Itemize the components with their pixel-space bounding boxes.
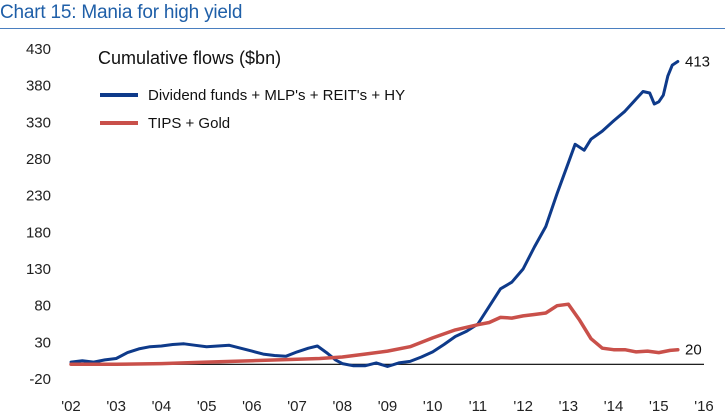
- x-tick-label: '04: [152, 398, 172, 415]
- x-tick-label: '05: [197, 398, 217, 415]
- end-labels: 413 20: [685, 53, 710, 358]
- x-axis-ticks: '02 '03 '04 '05 '06 '07 '08 '09 '10 '11 '12 '13 '14 '…: [61, 398, 714, 415]
- x-tick-label: '13: [559, 398, 579, 415]
- chart-header: Chart 15: Mania for high yield: [0, 0, 725, 29]
- chart-title: Chart 15: Mania for high yield: [0, 2, 243, 23]
- series-line-1: [69, 302, 680, 367]
- series-line-0: [69, 60, 680, 368]
- y-tick-label: 430: [26, 41, 51, 58]
- y-tick-label: 130: [26, 261, 51, 278]
- title-rule: [0, 28, 725, 29]
- end-label-0: 413: [685, 53, 710, 70]
- legend-label-1: TIPS + Gold: [148, 115, 230, 132]
- x-tick-label: '12: [513, 398, 533, 415]
- y-tick-label: 280: [26, 151, 51, 168]
- series-lines: [69, 60, 680, 368]
- x-tick-label: '10: [423, 398, 443, 415]
- y-tick-label: 80: [34, 298, 51, 315]
- y-tick-label: 380: [26, 78, 51, 95]
- chart-inner-title: Cumulative flows ($bn): [98, 48, 281, 68]
- y-tick-label: 330: [26, 114, 51, 131]
- x-tick-label: '15: [649, 398, 669, 415]
- end-label-1: 20: [685, 342, 702, 359]
- y-tick-label: 230: [26, 188, 51, 205]
- y-axis-ticks: 430 380 330 280 230 180 130 80 30 -20: [26, 41, 51, 388]
- x-tick-label: '16: [694, 398, 714, 415]
- x-tick-label: '06: [242, 398, 262, 415]
- x-tick-label: '08: [333, 398, 353, 415]
- legend: Dividend funds + MLP's + REIT's + HY TIPS…: [100, 87, 405, 132]
- legend-label-0: Dividend funds + MLP's + REIT's + HY: [148, 87, 405, 104]
- x-tick-label: '07: [287, 398, 307, 415]
- x-tick-label: '14: [604, 398, 624, 415]
- y-tick-label: 180: [26, 224, 51, 241]
- x-tick-label: '11: [469, 398, 487, 415]
- y-tick-label: -20: [29, 371, 51, 388]
- y-tick-label: 30: [34, 334, 51, 351]
- x-tick-label: '09: [378, 398, 398, 415]
- x-tick-label: '03: [106, 398, 126, 415]
- x-tick-label: '02: [61, 398, 81, 415]
